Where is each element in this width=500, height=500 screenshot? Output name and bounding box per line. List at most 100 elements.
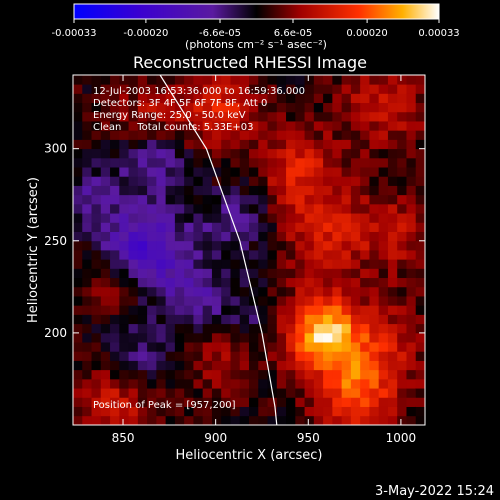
heatmap-cell bbox=[369, 222, 380, 232]
colorbar-tick-label: 0.00020 bbox=[346, 28, 387, 39]
heatmap-cell bbox=[137, 296, 148, 306]
heatmap-cell bbox=[119, 75, 129, 85]
heatmap-cell bbox=[397, 342, 407, 352]
heatmap-cell bbox=[184, 296, 194, 306]
heatmap-cell bbox=[295, 406, 305, 417]
heatmap-cell bbox=[369, 185, 380, 196]
heatmap-cell bbox=[387, 176, 398, 186]
x-axis-label: Heliocentric X (arcsec) bbox=[176, 448, 323, 463]
heatmap-cell bbox=[332, 296, 343, 306]
heatmap-cell bbox=[202, 378, 213, 389]
heatmap-cell bbox=[221, 286, 231, 297]
heatmap-cell bbox=[221, 314, 231, 325]
heatmap-cell bbox=[332, 148, 343, 159]
heatmap-cell bbox=[100, 157, 111, 168]
heatmap-cell bbox=[128, 167, 139, 177]
heatmap-cell bbox=[165, 185, 176, 196]
heatmap-cell bbox=[230, 250, 241, 260]
heatmap-cell bbox=[350, 240, 361, 251]
heatmap-cell bbox=[304, 332, 315, 343]
heatmap-cell bbox=[350, 378, 361, 389]
heatmap-cell bbox=[211, 277, 222, 288]
heatmap-cell bbox=[184, 240, 194, 251]
heatmap-cell bbox=[110, 286, 120, 297]
heatmap-cell bbox=[211, 148, 222, 159]
heatmap-cell bbox=[100, 323, 111, 334]
heatmap-cell bbox=[119, 277, 129, 288]
heatmap-cell bbox=[350, 323, 361, 334]
heatmap-cell bbox=[193, 286, 204, 297]
heatmap-cell bbox=[174, 93, 185, 104]
heatmap-cell bbox=[323, 93, 333, 104]
heatmap-cell bbox=[221, 268, 231, 279]
heatmap-cell bbox=[119, 342, 129, 352]
heatmap-cell bbox=[221, 231, 231, 242]
heatmap-cell bbox=[156, 213, 167, 223]
heatmap-cell bbox=[165, 332, 176, 343]
heatmap-cell bbox=[91, 314, 102, 325]
heatmap-cell bbox=[295, 93, 305, 104]
heatmap-cell bbox=[174, 397, 185, 407]
heatmap-cell bbox=[110, 332, 120, 343]
heatmap-cell bbox=[341, 148, 352, 159]
heatmap-cell bbox=[82, 250, 92, 260]
heatmap-cell bbox=[147, 406, 157, 417]
heatmap-cell bbox=[276, 157, 287, 168]
heatmap-cell bbox=[239, 305, 250, 315]
heatmap-cell bbox=[91, 360, 102, 371]
heatmap-cell bbox=[91, 231, 102, 242]
heatmap-cell bbox=[313, 397, 324, 407]
heatmap-cell bbox=[397, 415, 407, 425]
heatmap-cell bbox=[110, 176, 120, 186]
heatmap-cell bbox=[137, 388, 148, 398]
heatmap-cell bbox=[332, 75, 343, 85]
heatmap-cell bbox=[119, 148, 129, 159]
heatmap-cell bbox=[387, 93, 398, 104]
heatmap-cell bbox=[100, 406, 111, 417]
heatmap-cell bbox=[350, 314, 361, 325]
heatmap-cell bbox=[211, 130, 222, 140]
heatmap-cell bbox=[230, 323, 241, 334]
heatmap-cell bbox=[295, 397, 305, 407]
heatmap-cell bbox=[304, 111, 315, 122]
heatmap-cell bbox=[286, 305, 296, 315]
heatmap-cell bbox=[230, 194, 241, 205]
heatmap-cell bbox=[332, 268, 343, 279]
heatmap-cell bbox=[378, 139, 389, 150]
heatmap-cell bbox=[184, 231, 194, 242]
heatmap-cell bbox=[137, 268, 148, 279]
heatmap-cell bbox=[304, 323, 315, 334]
heatmap-cell bbox=[82, 102, 92, 113]
heatmap-cell bbox=[415, 351, 425, 361]
heatmap-cell bbox=[249, 360, 259, 371]
heatmap-cell bbox=[147, 102, 157, 113]
heatmap-cell bbox=[332, 139, 343, 150]
heatmap-cell bbox=[147, 250, 157, 260]
heatmap-cell bbox=[73, 342, 83, 352]
heatmap-cell bbox=[193, 148, 204, 159]
heatmap-cell bbox=[82, 111, 92, 122]
heatmap-cell bbox=[137, 351, 148, 361]
heatmap-cell bbox=[156, 75, 167, 85]
heatmap-cell bbox=[323, 84, 333, 94]
heatmap-cell bbox=[360, 332, 370, 343]
heatmap-cell bbox=[406, 203, 417, 214]
heatmap-cell bbox=[332, 369, 343, 380]
heatmap-cell bbox=[397, 222, 407, 232]
heatmap-cell bbox=[193, 75, 204, 85]
heatmap-cell bbox=[276, 305, 287, 315]
heatmap-cell bbox=[165, 268, 176, 279]
heatmap-cell bbox=[193, 222, 204, 232]
heatmap-cell bbox=[313, 176, 324, 186]
heatmap-cell bbox=[286, 332, 296, 343]
heatmap-cell bbox=[211, 314, 222, 325]
heatmap-cell bbox=[165, 314, 176, 325]
heatmap-cell bbox=[174, 84, 185, 94]
heatmap-cell bbox=[332, 102, 343, 113]
heatmap-cell bbox=[230, 268, 241, 279]
heatmap-cell bbox=[100, 351, 111, 361]
heatmap-cell bbox=[82, 93, 92, 104]
heatmap-cell bbox=[397, 277, 407, 288]
heatmap-cell bbox=[415, 231, 425, 242]
heatmap-cell bbox=[304, 93, 315, 104]
